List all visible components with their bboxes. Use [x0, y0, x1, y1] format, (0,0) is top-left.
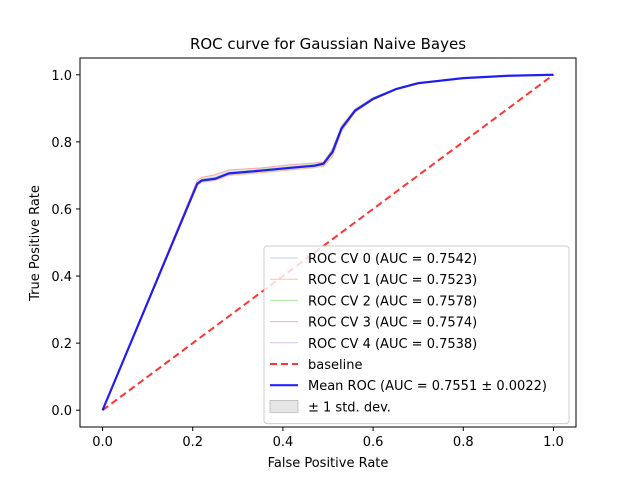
series-line-6 [101, 73, 554, 411]
x-tick-label: 0.4 [273, 435, 294, 450]
y-tick-label: 0.0 [51, 404, 72, 419]
legend-box [263, 245, 570, 425]
legend-label: ROC CV 2 (AUC = 0.7578) [308, 294, 477, 309]
legend-label: ± 1 std. dev. [308, 400, 391, 415]
legend-label: ROC CV 4 (AUC = 0.7538) [308, 337, 477, 352]
y-axis-title: True Positive Rate [28, 185, 43, 302]
y-tick-label: 0.6 [51, 203, 72, 218]
x-tick-label: 0.8 [453, 435, 474, 450]
axes: 0.0 0.2 0.4 0.6 0.8 1.0 0.0 0.2 0.4 0.6 0.8 1.0 [51, 57, 577, 450]
plot-area [101, 73, 555, 412]
y-tick-label: 1.0 [51, 69, 72, 84]
series-line-5 [101, 73, 555, 412]
legend: ROC CV 0 (AUC = 0.7542) ROC CV 1 (AUC = 0… [263, 245, 570, 425]
axes-frame [79, 57, 577, 428]
chart-title: ROC curve for Gaussian Naive Bayes [190, 35, 466, 53]
x-tick-label: 0.6 [363, 435, 384, 450]
legend-swatch [269, 400, 299, 413]
legend-label: ROC CV 1 (AUC = 0.7523) [308, 273, 477, 288]
x-tick-label: 0.0 [92, 435, 113, 450]
legend-label: Mean ROC (AUC = 0.7551 ± 0.0022) [308, 379, 547, 394]
legend-label: ROC CV 0 (AUC = 0.7542) [308, 252, 477, 267]
legend-label: ROC CV 3 (AUC = 0.7574) [308, 316, 477, 331]
legend-label: baseline [308, 358, 362, 373]
y-tick-label: 0.4 [51, 270, 72, 285]
y-tick-label: 0.8 [51, 136, 72, 151]
x-tick-label: 1.0 [543, 435, 564, 450]
y-tick-label: 0.2 [51, 337, 72, 352]
x-tick-label: 0.2 [182, 435, 203, 450]
x-axis-title: False Positive Rate [268, 456, 389, 471]
